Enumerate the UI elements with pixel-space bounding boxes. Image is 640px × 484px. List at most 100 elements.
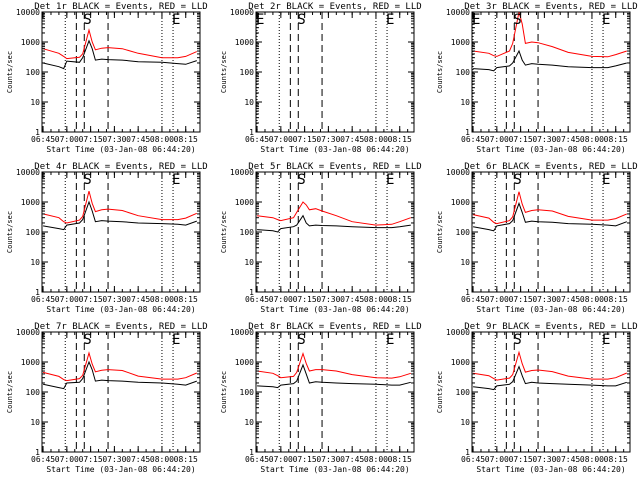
x-tick-label: 08:00 — [580, 295, 604, 304]
x-tick-label: 07:00 — [269, 295, 293, 304]
marker-label: E — [172, 332, 180, 348]
y-axis-label: Counts/sec — [436, 51, 444, 93]
x-axis-label: Start Time (03-Jan-08 06:44:20) — [260, 465, 409, 474]
marker-label: E — [602, 172, 610, 188]
y-tick-label: 100 — [456, 388, 471, 397]
x-tick-label: 07:45 — [126, 295, 150, 304]
series-line-lld — [473, 350, 627, 381]
y-tick-label: 1000 — [21, 358, 40, 367]
x-tick-label: 08:00 — [364, 295, 388, 304]
x-axis-label: Start Time (03-Jan-08 06:44:20) — [260, 145, 409, 154]
marker-label: E — [386, 332, 394, 348]
plot-title: Det 9r BLACK = Events, RED = LLD — [464, 322, 637, 332]
series-line-events — [257, 363, 411, 389]
plot-area — [42, 12, 197, 132]
y-tick-label: 100 — [26, 388, 41, 397]
y-tick-label: 10000 — [230, 8, 254, 17]
marker-label: E — [386, 172, 394, 188]
x-tick-label: 08:00 — [364, 135, 388, 144]
x-tick-label: 07:00 — [485, 295, 509, 304]
y-tick-label: 1 — [35, 128, 40, 137]
x-tick-label: 06:45 — [31, 455, 55, 464]
x-tick-label: 07:45 — [340, 455, 364, 464]
x-tick-label: 07:15 — [509, 455, 533, 464]
plot-area — [473, 332, 627, 452]
y-tick-label: 100 — [26, 228, 41, 237]
y-tick-label: 10000 — [230, 328, 254, 337]
y-axis-label: Counts/sec — [220, 51, 228, 93]
marker-label: E — [256, 12, 264, 28]
x-tick-label: 07:30 — [102, 455, 126, 464]
x-tick-label: 07:30 — [316, 455, 340, 464]
x-tick-label: 06:45 — [245, 135, 269, 144]
plot-title: Det 1r BLACK = Events, RED = LLD — [34, 2, 207, 12]
x-tick-label: 08:15 — [604, 295, 628, 304]
y-tick-label: 1 — [249, 288, 254, 297]
x-tick-label: 07:45 — [126, 455, 150, 464]
y-tick-label: 10 — [460, 98, 470, 107]
x-tick-label: 06:45 — [461, 135, 485, 144]
marker-label: E — [172, 172, 180, 188]
x-tick-label: 07:30 — [316, 295, 340, 304]
y-tick-label: 100 — [456, 68, 471, 77]
marker-label: S — [513, 12, 521, 28]
plot-area — [42, 172, 197, 292]
y-tick-label: 1 — [35, 288, 40, 297]
series-line-lld — [472, 191, 627, 225]
marker-label: S — [297, 332, 305, 348]
x-tick-label: 07:30 — [102, 295, 126, 304]
x-tick-label: 07:45 — [340, 135, 364, 144]
y-tick-label: 100 — [240, 388, 255, 397]
y-tick-label: 1 — [249, 448, 254, 457]
series-line-lld — [42, 351, 197, 382]
x-tick-label: 07:15 — [509, 295, 533, 304]
x-tick-label: 07:30 — [532, 295, 556, 304]
x-tick-label: 07:30 — [102, 135, 126, 144]
x-tick-label: 07:00 — [55, 295, 79, 304]
y-tick-label: 10 — [460, 418, 470, 427]
x-tick-label: 08:00 — [150, 135, 174, 144]
y-tick-label: 10000 — [230, 168, 254, 177]
marker-label: S — [83, 332, 91, 348]
x-axis-label: Start Time (03-Jan-08 06:44:20) — [476, 465, 625, 474]
y-tick-label: 1000 — [235, 38, 254, 47]
plot-title: Det 6r BLACK = Events, RED = LLD — [464, 162, 637, 172]
series-line-lld — [42, 28, 197, 60]
series-line-events — [473, 49, 627, 72]
plot-title: Det 4r BLACK = Events, RED = LLD — [34, 162, 207, 172]
y-tick-label: 1 — [465, 128, 470, 137]
plot-area — [42, 332, 197, 452]
x-tick-label: 08:15 — [174, 455, 198, 464]
y-tick-label: 1000 — [21, 38, 40, 47]
x-tick-label: 08:00 — [150, 455, 174, 464]
x-tick-label: 08:15 — [388, 295, 412, 304]
x-tick-label: 07:15 — [509, 135, 533, 144]
y-axis-label: Counts/sec — [220, 371, 228, 413]
marker-label: E — [472, 12, 480, 28]
y-axis-label: Counts/sec — [436, 371, 444, 413]
x-tick-label: 07:00 — [55, 135, 79, 144]
series-line-events — [473, 201, 627, 232]
marker-label: S — [297, 12, 305, 28]
x-tick-label: 06:45 — [461, 455, 485, 464]
y-tick-label: 1 — [465, 288, 470, 297]
marker-label: E — [602, 332, 610, 348]
marker-label: S — [83, 12, 91, 28]
x-tick-label: 08:15 — [604, 455, 628, 464]
plot-title: Det 5r BLACK = Events, RED = LLD — [248, 162, 421, 172]
y-tick-label: 10 — [30, 98, 40, 107]
series-line-lld — [473, 12, 627, 58]
marker-label: E — [386, 12, 394, 28]
y-tick-label: 1000 — [451, 358, 470, 367]
y-tick-label: 10000 — [446, 168, 470, 177]
plot-title: Det 2r BLACK = Events, RED = LLD — [248, 2, 421, 12]
y-tick-label: 1 — [465, 448, 470, 457]
y-tick-label: 10 — [244, 258, 254, 267]
series-line-events — [42, 39, 197, 70]
